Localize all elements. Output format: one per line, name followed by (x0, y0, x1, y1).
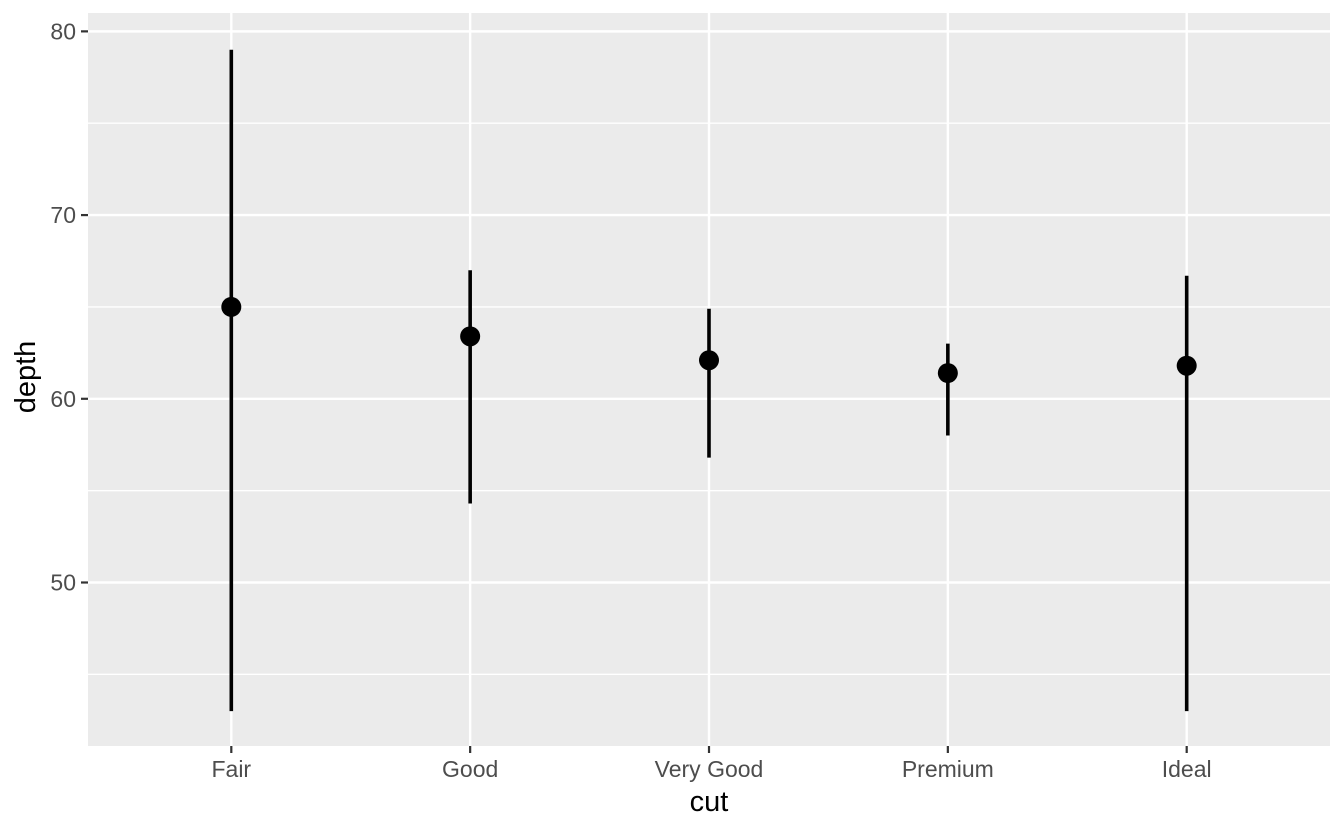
y-tick-label: 50 (50, 569, 76, 595)
x-tick-label: Ideal (1162, 756, 1212, 782)
x-tick-label: Premium (902, 756, 994, 782)
y-tick-label: 80 (50, 18, 76, 44)
y-axis-title: depth (10, 341, 42, 414)
pointrange-point (699, 350, 719, 371)
y-tick-label: 70 (50, 202, 76, 228)
chart-layers: 50 60 70 80 Fair Good Very Good Premium Ideal (50, 13, 1330, 782)
pointrange-point (1176, 355, 1197, 376)
x-axis-title: cut (690, 786, 729, 818)
x-tick-label: Good (442, 756, 498, 782)
pointrange-point (460, 326, 481, 347)
x-tick-label: Very Good (655, 756, 764, 782)
y-tick-label: 60 (50, 386, 76, 412)
pointrange-point (221, 296, 242, 317)
pointrange-point (937, 363, 958, 384)
x-tick-label: Fair (211, 756, 251, 782)
